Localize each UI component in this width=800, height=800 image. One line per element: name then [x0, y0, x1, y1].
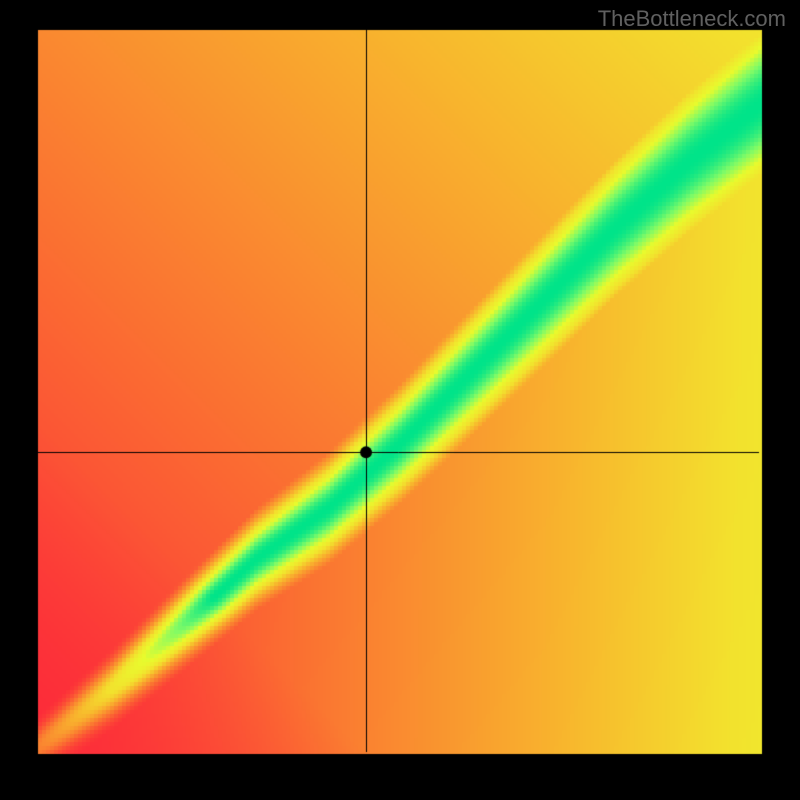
chart-container: TheBottleneck.com	[0, 0, 800, 800]
heatmap-canvas	[0, 0, 800, 800]
watermark-text: TheBottleneck.com	[598, 6, 786, 32]
